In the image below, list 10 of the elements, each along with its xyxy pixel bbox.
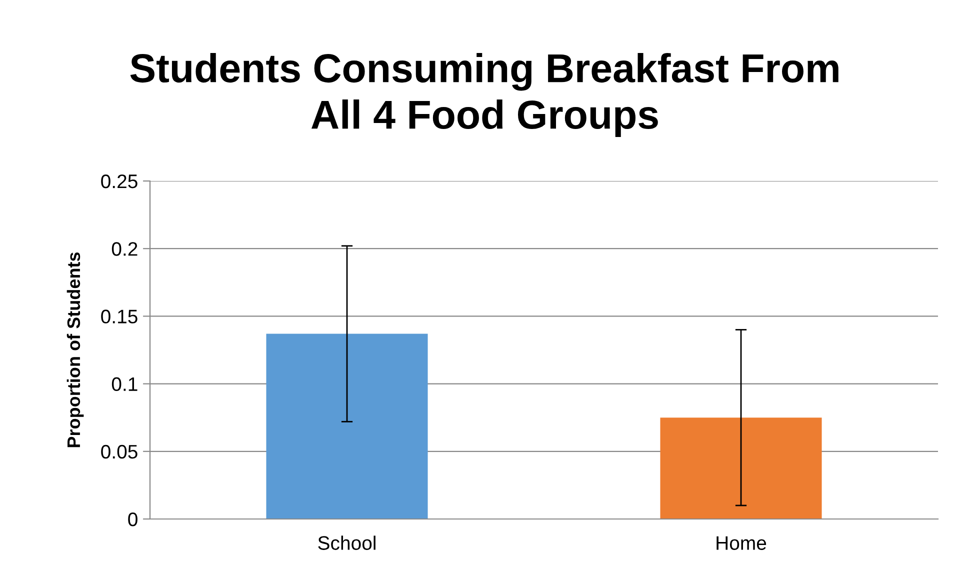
y-tick-label: 0.25 — [101, 174, 138, 188]
y-tick-label: 0 — [128, 512, 138, 526]
x-tick-label: School — [318, 536, 376, 550]
y-axis-title: Proportion of Students — [66, 252, 84, 448]
y-tick-label: 0.2 — [112, 242, 138, 256]
y-tick-label: 0.15 — [101, 310, 138, 324]
chart-title: Students Consuming Breakfast From All 4 Food Groups — [130, 52, 838, 138]
y-tick-label: 0.05 — [101, 444, 138, 459]
y-tick-label: 0.1 — [112, 377, 138, 392]
x-tick-label: Home — [716, 536, 766, 550]
